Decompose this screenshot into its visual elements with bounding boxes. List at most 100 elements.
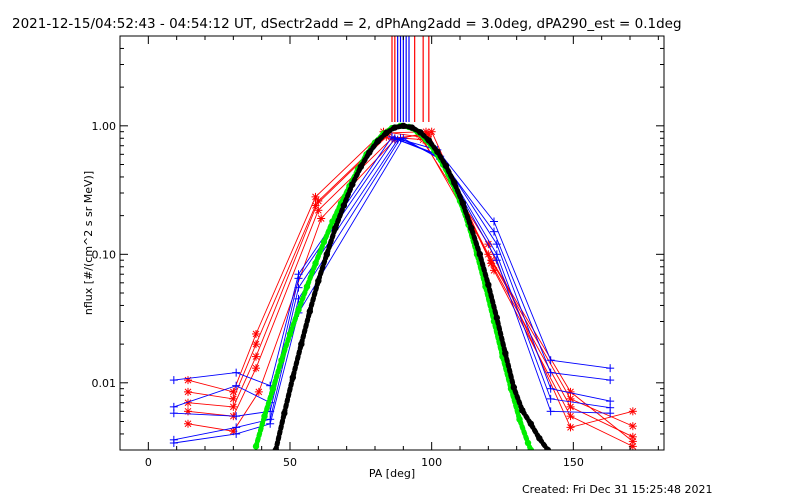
- red-point-4-0: [184, 419, 192, 428]
- chart-title: 2021-12-15/04:52:43 - 04:54:12 UT, dSect…: [12, 16, 682, 32]
- blue-point-0-8: [606, 364, 615, 373]
- green-fit-point-31: [516, 416, 523, 423]
- black-fit-point-0: [272, 446, 280, 450]
- red-marker-d2: [229, 395, 237, 403]
- red-point-3-8: [628, 432, 637, 441]
- x-tick-label-2: 100: [421, 456, 442, 469]
- black-fit-point-10: [357, 163, 365, 170]
- green-fit-point-1: [261, 412, 268, 420]
- x-axis-label: PA [deg]: [369, 467, 415, 480]
- red-point-3-3: [314, 206, 323, 215]
- black-fit-point-7: [332, 224, 339, 232]
- blue-point-4-6: [492, 256, 501, 265]
- blue-point-4-7: [546, 407, 555, 416]
- green-fit-point-6: [303, 283, 311, 290]
- y-tick-label-1: 0.10: [92, 248, 117, 261]
- blue-point-1-7: [546, 368, 555, 377]
- red-point-1-0: [184, 387, 192, 396]
- red-point-1-1: [229, 394, 238, 403]
- red-marker-d2: [255, 388, 263, 396]
- plot-frame: [119, 35, 665, 451]
- black-fit-point-5: [315, 277, 322, 285]
- red-marker-d2: [252, 330, 260, 338]
- black-fit-point-14: [391, 124, 399, 131]
- black-fit-point-32: [544, 446, 552, 450]
- blue-point-1-6: [490, 227, 498, 236]
- green-fit-point-33: [527, 446, 535, 450]
- black-fit-point-1: [281, 410, 288, 417]
- black-fit-point-17: [417, 129, 424, 136]
- black-fit-point-30: [527, 420, 535, 427]
- red-point-3-0: [184, 407, 192, 416]
- red-marker-d2: [484, 240, 492, 248]
- red-point-4-7: [566, 412, 575, 421]
- black-fit-point-29: [519, 407, 526, 414]
- blue-point-2-3: [294, 283, 303, 292]
- red-marker-d2: [314, 197, 322, 205]
- blue-series-line-2: [173, 139, 611, 417]
- x-tick-label-1: 50: [283, 456, 297, 469]
- red-marker-d2: [252, 353, 260, 360]
- red-point-0-7: [566, 423, 575, 432]
- x-tick-label-0: 0: [145, 456, 152, 469]
- blue-point-4-2: [266, 419, 275, 428]
- red-point-0-2: [252, 329, 260, 338]
- red-marker-d2: [229, 388, 237, 396]
- blue-series-line-4: [173, 137, 611, 444]
- red-marker-d2: [567, 388, 574, 396]
- red-marker-d2: [317, 215, 325, 222]
- y-axis-label: nflux [#/(cm^2 s sr MeV)]: [82, 171, 95, 315]
- red-marker-d2: [252, 364, 260, 372]
- blue-point-1-8: [606, 376, 615, 385]
- red-point-4-2: [254, 387, 263, 396]
- green-fit-point-2: [269, 385, 277, 392]
- red-series-line-1: [187, 136, 634, 442]
- green-fit-point-7: [312, 260, 319, 267]
- y-tick-label-2: 1.00: [92, 120, 117, 133]
- red-series-line-0: [187, 131, 633, 428]
- red-point-4-3: [317, 214, 326, 223]
- red-marker-d2: [184, 388, 192, 396]
- black-fit-point-19: [434, 148, 441, 155]
- red-marker-d2: [490, 267, 498, 274]
- blue-point-2-1: [232, 412, 241, 421]
- y-tick-label-0: 0.01: [92, 377, 117, 390]
- red-marker-d2: [567, 424, 574, 431]
- black-fit-point-25: [485, 281, 492, 288]
- y-axis-ticks: 0.01 0.10 1.00: [92, 35, 664, 451]
- red-point-2-2: [252, 352, 260, 361]
- red-marker-d2: [629, 407, 637, 415]
- red-point-2-8: [628, 422, 637, 431]
- red-marker-d2: [629, 433, 637, 441]
- red-point-2-1: [229, 402, 238, 411]
- red-marker-d2: [629, 422, 637, 430]
- red-point-4-6: [490, 266, 498, 275]
- blue-point-0-7: [546, 356, 555, 365]
- red-marker-d2: [229, 403, 237, 411]
- black-fit-point-8: [340, 202, 348, 209]
- blue-point-3-7: [546, 394, 555, 403]
- black-fit-point-23: [468, 224, 475, 232]
- black-fit-point-11: [366, 149, 373, 156]
- blue-point-2-7: [546, 384, 555, 393]
- red-point-4-5: [427, 127, 436, 136]
- black-fit-point-2: [289, 374, 297, 381]
- black-fit-point-15: [400, 122, 407, 130]
- red-point-0-0: [184, 376, 192, 385]
- red-point-3-2: [252, 364, 260, 373]
- black-fit-point-21: [451, 179, 458, 187]
- red-marker-d2: [229, 427, 237, 435]
- black-fit-point-12: [374, 137, 382, 145]
- green-fit-point-9: [329, 218, 336, 225]
- black-fit-point-18: [425, 137, 433, 144]
- blue-point-4-0: [169, 439, 178, 448]
- black-fit-point-20: [442, 162, 450, 169]
- blue-point-0-0: [169, 376, 178, 385]
- created-timestamp: Created: Fri Dec 31 15:25:48 2021: [522, 483, 713, 496]
- black-fit-point-9: [349, 181, 356, 188]
- red-marker-d2: [428, 128, 436, 136]
- red-marker-d2: [184, 420, 192, 428]
- blue-point-4-1: [232, 429, 241, 438]
- black-fit-point-27: [502, 349, 509, 357]
- red-marker-d2: [629, 443, 637, 450]
